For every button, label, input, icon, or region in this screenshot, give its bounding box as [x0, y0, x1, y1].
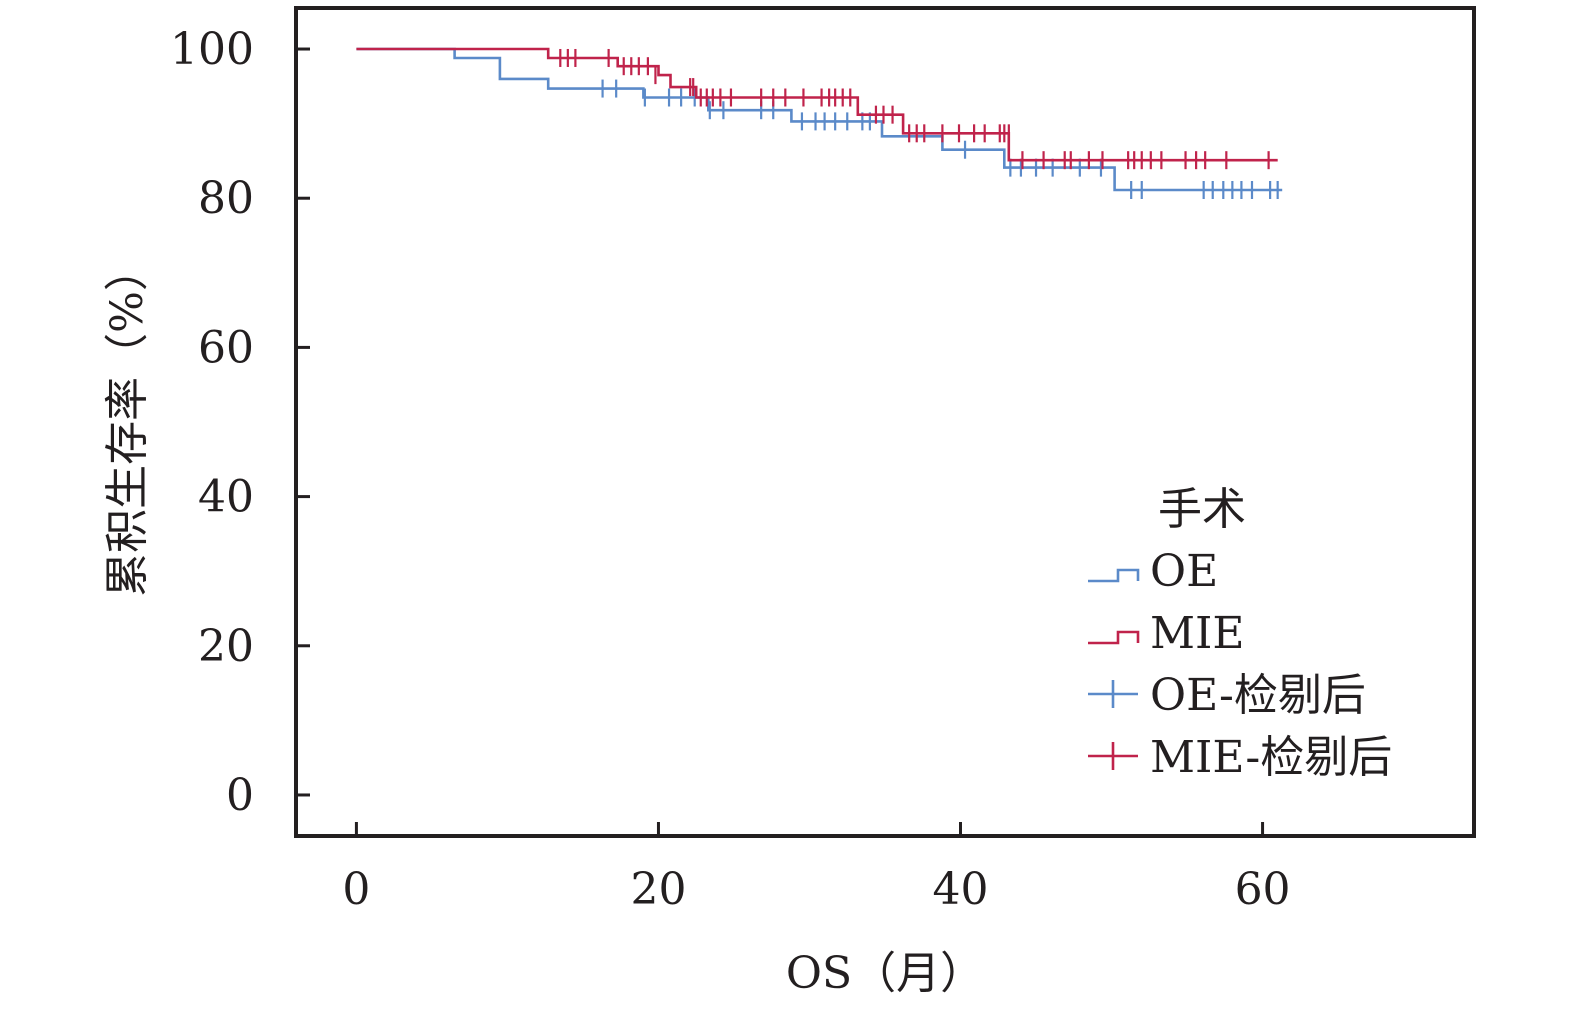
plot-frame: [294, 6, 1476, 838]
x-axis: 0 20 40 60: [342, 822, 1291, 915]
y-tick-label-40: 40: [198, 472, 254, 523]
y-axis-title: 累积生存率（%）: [102, 247, 153, 597]
legend-oe-2-label: OE-检剔后: [1150, 670, 1366, 721]
legend-title: 手术: [1158, 484, 1246, 535]
legend: 手术 OE MIE OE-检剔后 MIE-检剔后: [1088, 484, 1392, 783]
x-tick-label-0: 0: [342, 864, 370, 915]
legend-mie-1-symbol: [1088, 630, 1140, 645]
legend-oe-0-symbol: [1088, 568, 1140, 583]
legend-mie-1-label: MIE: [1150, 608, 1245, 659]
y-tick-label-20: 20: [198, 621, 254, 672]
y-axis: 0 20 40 60 80 100: [170, 24, 310, 821]
legend-oe-0-label: OE: [1150, 546, 1218, 597]
series-line-mie: [356, 47, 1278, 162]
series-layer: [356, 47, 1283, 200]
series-line-oe: [356, 47, 1283, 192]
x-tick-label-20: 20: [630, 864, 686, 915]
y-tick-label-80: 80: [198, 173, 254, 224]
y-tick-label-60: 60: [198, 322, 254, 373]
y-tick-label-0: 0: [226, 770, 254, 821]
x-axis-title: OS（月）: [786, 948, 984, 999]
x-tick-label-60: 60: [1235, 864, 1291, 915]
x-tick-label-40: 40: [933, 864, 989, 915]
legend-mie-3-label: MIE-检剔后: [1150, 732, 1392, 783]
y-tick-label-100: 100: [170, 24, 254, 75]
